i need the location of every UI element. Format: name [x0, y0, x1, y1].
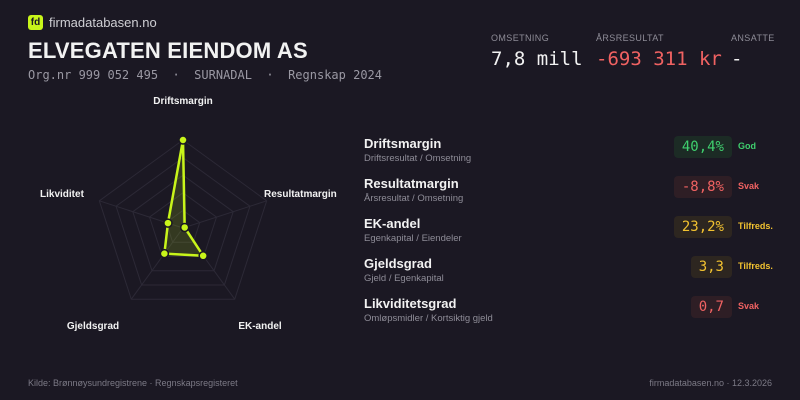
radar-axis-line	[182, 200, 267, 229]
radar-data-point	[178, 135, 188, 145]
metric-desc: Gjeld / Egenkapital	[364, 273, 444, 284]
metric-name: EK-andel	[364, 216, 421, 231]
kpi-omsetning: OMSETNING 7,8 mill	[491, 33, 583, 70]
brand: fd firmadatabasen.no	[28, 15, 157, 30]
radar-axis-label: Gjeldsgrad	[67, 321, 119, 332]
company-subtitle: Org.nr 999 052 495 · SURNADAL · Regnskap…	[28, 68, 383, 82]
kpi-label: ANSATTE	[731, 33, 775, 43]
metric-desc: Omløpsmidler / Kortsiktig gjeld	[364, 313, 493, 324]
radar-axis-label: Driftsmargin	[153, 96, 212, 107]
radar-data-point	[163, 218, 173, 228]
metric-value-badge: -8,8%	[673, 176, 732, 198]
kpi-ansatte: ANSATTE -	[731, 33, 775, 70]
radar-axis-label: EK-andel	[238, 321, 282, 332]
metric-value-badge: 0,7	[690, 296, 732, 318]
radar-grid-ring	[98, 139, 268, 300]
radar-data-point	[198, 251, 208, 261]
company-name: ELVEGATEN EIENDOM AS	[28, 38, 308, 63]
metric-row: Gjeldsgrad Gjeld / Egenkapital 3,3 Tilfr…	[364, 256, 784, 292]
radar-grid-ring	[148, 192, 218, 257]
logo-icon: fd	[28, 15, 43, 30]
kpi-label: ÅRSRESULTAT	[596, 33, 664, 43]
radar-axis-label: Likviditet	[40, 189, 85, 200]
radar-chart: Driftsmargin Resultatmargin EK-andel Gjelds…	[40, 96, 337, 332]
brand-name: firmadatabasen.no	[49, 15, 157, 30]
footer-source: Kilde: Brønnøysundregistrene · Regnskaps…	[28, 378, 238, 388]
metric-value-badge: 3,3	[690, 256, 732, 278]
radar-series-area	[163, 138, 205, 258]
kpi-value: -693 311 kr	[596, 48, 722, 70]
kpi-label: OMSETNING	[491, 33, 550, 43]
radar-axis-label: Resultatmargin	[264, 189, 337, 200]
metric-name: Driftsmargin	[364, 136, 442, 151]
radar-data-point	[159, 248, 170, 259]
metric-desc: Egenkapital / Eiendeler	[364, 233, 462, 244]
metric-status: God	[738, 141, 756, 151]
metric-name: Gjeldsgrad	[364, 256, 432, 271]
metric-value-badge: 40,4%	[673, 136, 732, 158]
radar-grid-ring	[115, 156, 251, 286]
metric-row: Likviditetsgrad Omløpsmidler / Kortsikti…	[364, 296, 784, 332]
metric-desc: Driftsresultat / Omsetning	[364, 153, 472, 164]
footer-site-date: firmadatabasen.no · 12.3.2026	[649, 378, 772, 388]
metric-status: Tilfreds.	[738, 221, 773, 231]
kpi-arsresultat: ÅRSRESULTAT -693 311 kr	[596, 33, 722, 70]
metric-value-badge: 23,2%	[673, 216, 732, 238]
metric-desc: Årsresultat / Omsetning	[364, 193, 464, 204]
kpi-value: 7,8 mill	[491, 48, 583, 70]
kpi-value: -	[731, 48, 743, 70]
radar-grid-ring	[132, 174, 234, 272]
metric-name: Resultatmargin	[364, 176, 459, 191]
metric-row: EK-andel Egenkapital / Eiendeler 23,2% T…	[364, 216, 784, 252]
metric-status: Svak	[738, 181, 760, 191]
radar-axis-line	[130, 227, 184, 300]
metric-row: Driftsmargin Driftsresultat / Omsetning …	[364, 136, 784, 172]
metric-row: Resultatmargin Årsresultat / Omsetning -…	[364, 176, 784, 212]
metric-name: Likviditetsgrad	[364, 296, 457, 311]
metric-status: Svak	[738, 301, 760, 311]
radar-data-point	[179, 222, 190, 233]
metric-status: Tilfreds.	[738, 261, 773, 271]
